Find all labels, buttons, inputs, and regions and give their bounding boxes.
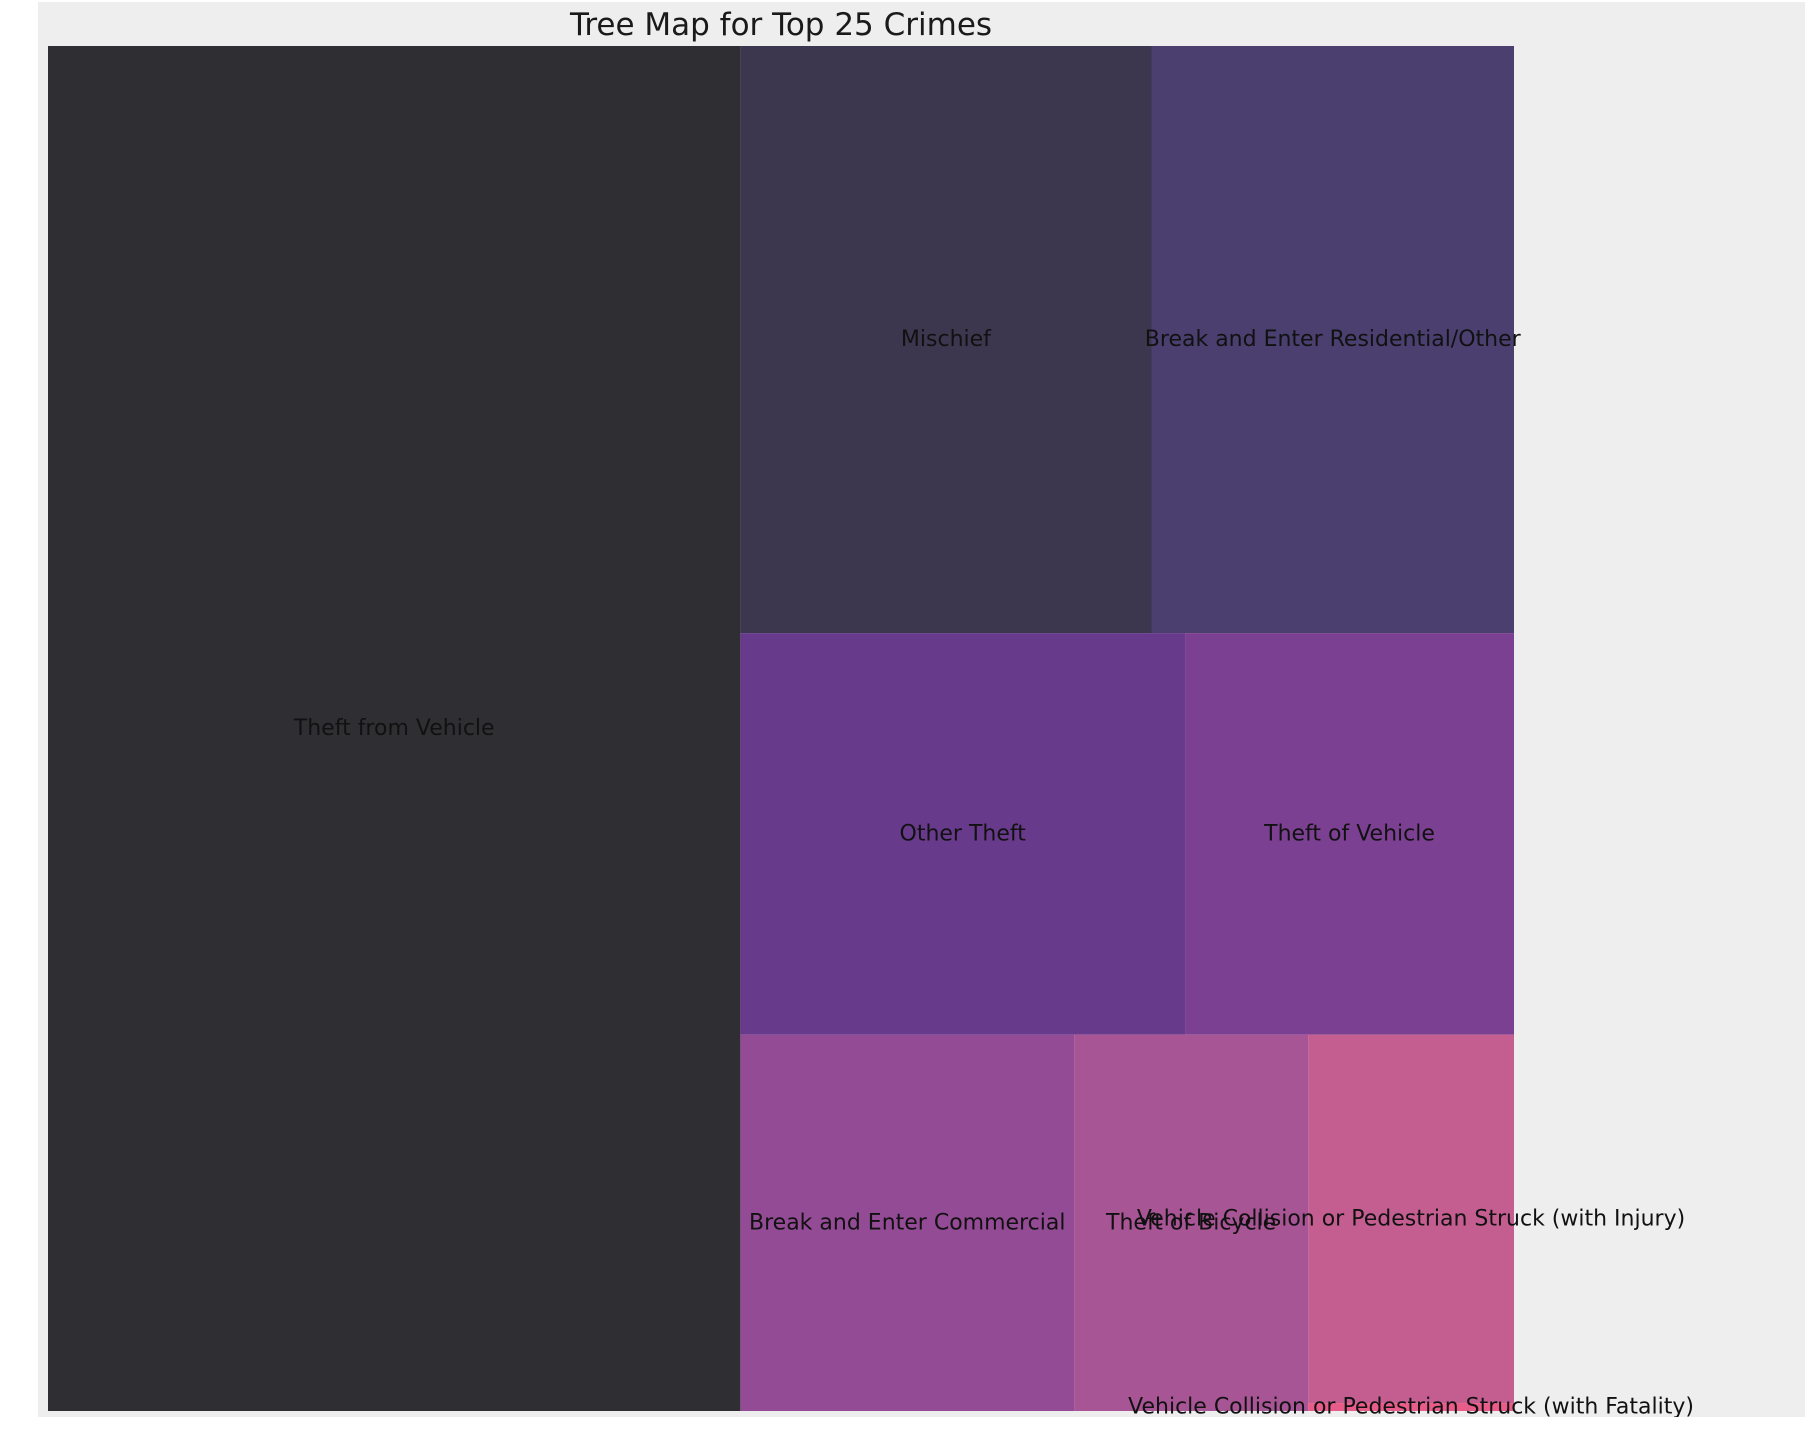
labels-group: Theft from Vehicle Mischief Break and Ente… bbox=[293, 327, 1694, 1417]
treemap-tile-theft-of-vehicle bbox=[1185, 633, 1514, 1035]
treemap-tile-mischief bbox=[740, 46, 1152, 634]
chart-frame: Tree Map for Top 25 Crimes Theft from Ve… bbox=[38, 2, 1805, 1417]
treemap-label-theft-of-vehicle: Theft of Vehicle bbox=[1263, 821, 1435, 846]
treemap-tile-other-theft bbox=[740, 633, 1186, 1035]
treemap-tile-theft-from-vehicle bbox=[48, 46, 741, 1411]
treemap-label-other-theft: Other Theft bbox=[900, 821, 1027, 846]
treemap-label-theft-from-vehicle: Theft from Vehicle bbox=[293, 716, 495, 741]
treemap-tile-vehicle-collision-or-pedestrian-struck-with-fatality bbox=[1308, 1403, 1514, 1411]
treemap-label-theft-of-bicycle: Theft of Bicycle bbox=[1105, 1210, 1276, 1235]
chart-title: Tree Map for Top 25 Crimes bbox=[569, 7, 993, 43]
treemap-label-break-and-enter-commercial: Break and Enter Commercial bbox=[749, 1210, 1065, 1235]
treemap-label-vehicle-collision-or-pedestrian-struck-with-fatality: Vehicle Collision or Pedestrian Struck (… bbox=[1128, 1395, 1694, 1417]
treemap-tile-break-and-enter-commercial bbox=[740, 1034, 1075, 1411]
treemap: Theft from Vehicle Mischief Break and Ente… bbox=[48, 46, 1694, 1417]
treemap-label-mischief: Mischief bbox=[901, 327, 992, 352]
treemap-tile-break-and-enter-residential-other bbox=[1151, 46, 1514, 634]
treemap-label-break-and-enter-residential-other: Break and Enter Residential/Other bbox=[1145, 327, 1522, 352]
treemap-tile-vehicle-collision-or-pedestrian-struck-with-injury bbox=[1308, 1034, 1514, 1404]
treemap-label-vehicle-collision-or-pedestrian-struck-with-injury: Vehicle Collision or Pedestrian Struck (… bbox=[1137, 1206, 1685, 1231]
treemap-tile-theft-of-bicycle bbox=[1074, 1034, 1309, 1411]
tiles-group bbox=[48, 46, 1514, 1411]
